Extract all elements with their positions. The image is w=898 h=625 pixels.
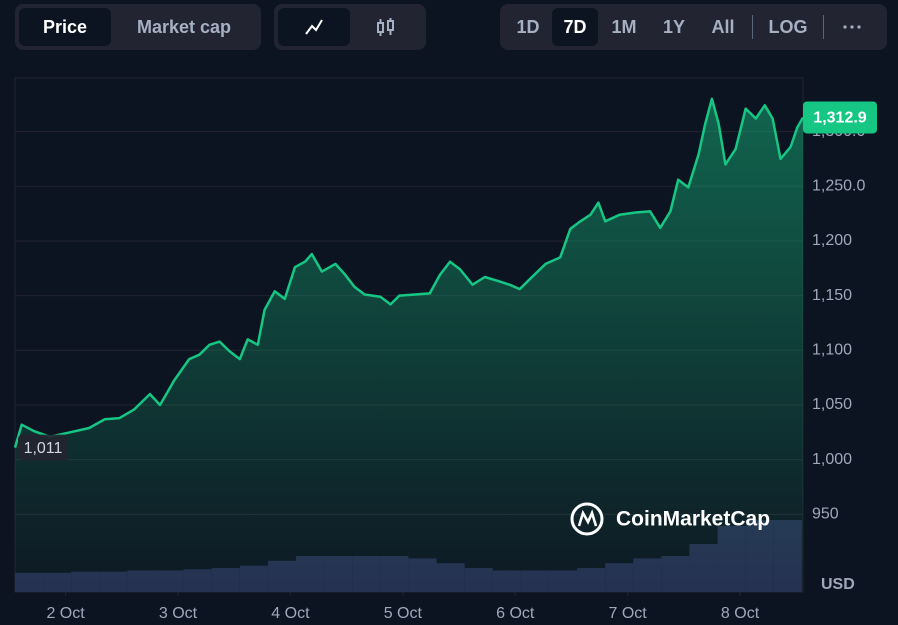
- tab-7d[interactable]: 7D: [552, 8, 598, 46]
- x-tick-label: 5 Oct: [384, 605, 423, 622]
- separator: [823, 15, 824, 39]
- x-tick-label: 7 Oct: [609, 605, 648, 622]
- x-tick-label: 2 Oct: [46, 605, 85, 622]
- tab-candles[interactable]: [350, 8, 422, 46]
- range-tabs: 1D 7D 1M 1Y All LOG: [500, 4, 887, 50]
- chart-type-tabs: [274, 4, 426, 50]
- currency-label: USD: [821, 576, 855, 593]
- view-tabs: Price Market cap: [15, 4, 261, 50]
- y-tick-label: 1,050: [812, 396, 852, 413]
- start-price-badge: [18, 434, 68, 461]
- y-tick-label: 1,100: [812, 342, 852, 359]
- y-tick-label: 950: [812, 506, 839, 523]
- watermark: CoinMarketCap: [570, 502, 770, 536]
- tab-log[interactable]: LOG: [768, 16, 808, 37]
- tab-price[interactable]: Price: [19, 8, 111, 46]
- last-price-badge: [803, 101, 877, 134]
- line-icon: [305, 19, 323, 35]
- tab-line[interactable]: [278, 8, 350, 46]
- more-button[interactable]: [828, 8, 876, 46]
- price-line: [13, 97, 805, 448]
- watermark-text: CoinMarketCap: [616, 508, 770, 531]
- more-icon: [843, 25, 861, 29]
- tab-1d[interactable]: 1D: [516, 16, 540, 37]
- candle-icon: [377, 18, 394, 36]
- x-tick-label: 6 Oct: [496, 605, 535, 622]
- y-tick-label: 1,200: [812, 232, 852, 249]
- tab-market-cap[interactable]: Market cap: [136, 16, 232, 37]
- tab-1y[interactable]: 1Y: [662, 16, 686, 37]
- y-tick-label: 1,250.0: [812, 177, 865, 194]
- y-tick-label: 1,000: [812, 451, 852, 468]
- tab-1m[interactable]: 1M: [611, 16, 637, 37]
- tab-all[interactable]: All: [711, 16, 735, 37]
- separator: [752, 15, 753, 39]
- x-tick-label: 8 Oct: [721, 605, 760, 622]
- watermark-logo-mark: [577, 509, 598, 527]
- x-tick-label: 4 Oct: [271, 605, 310, 622]
- start-price-label: 1,011: [24, 440, 63, 457]
- y-tick-label: 1,150: [812, 287, 852, 304]
- watermark-logo: [570, 502, 604, 536]
- x-tick-label: 3 Oct: [159, 605, 198, 622]
- last-price-label: 1,312.9: [813, 110, 866, 127]
